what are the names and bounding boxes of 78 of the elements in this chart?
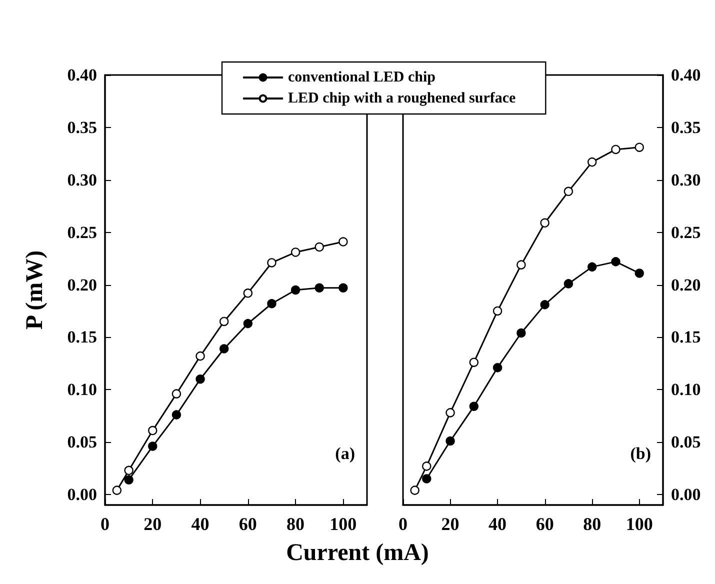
point xyxy=(634,268,644,278)
y-tick-label: 0.10 xyxy=(67,380,97,400)
legend-label: conventional LED chip xyxy=(288,70,436,86)
y-tick-label: 0.20 xyxy=(671,275,701,294)
x-tick-label: 60 xyxy=(536,514,554,534)
point xyxy=(220,344,229,354)
point xyxy=(290,285,300,295)
y-axis-title: P (mW) xyxy=(22,250,48,330)
point xyxy=(338,283,348,292)
point xyxy=(112,486,122,495)
y-tick-label: 0.30 xyxy=(67,170,97,190)
point xyxy=(267,299,276,308)
point xyxy=(290,248,300,257)
x-tick-label: 40 xyxy=(488,514,507,534)
point xyxy=(148,442,158,451)
point xyxy=(469,358,479,367)
y-tick-label: 0.15 xyxy=(671,328,701,347)
point xyxy=(243,318,253,328)
point xyxy=(446,436,455,446)
y-tick-label: 0.20 xyxy=(67,275,97,294)
point xyxy=(148,426,158,436)
y-tick-label: 0.35 xyxy=(67,118,97,137)
point xyxy=(314,242,324,252)
y-tick-label: 0.10 xyxy=(671,380,701,400)
y-tick-label: 0.35 xyxy=(671,118,701,137)
point xyxy=(124,475,134,484)
y-tick-label: 0.25 xyxy=(67,222,97,242)
point xyxy=(267,258,276,268)
point xyxy=(492,363,502,372)
point xyxy=(540,218,550,228)
x-tick-label: 80 xyxy=(286,514,305,534)
annotation: (b) xyxy=(630,444,652,463)
point xyxy=(172,410,182,420)
y-tick-label: 0.15 xyxy=(67,328,97,347)
legend-label: LED chip with a roughened surface xyxy=(288,90,516,106)
y-tick-label: 0.40 xyxy=(67,66,97,84)
point xyxy=(446,408,455,418)
point xyxy=(516,260,526,270)
x-tick-label: 80 xyxy=(583,514,602,534)
point xyxy=(243,288,253,298)
y-tick-label: 0.00 xyxy=(671,485,701,504)
y-tick-label: 0.25 xyxy=(671,222,701,242)
y-tick-label: 0.40 xyxy=(671,66,701,84)
x-tick-label: 100 xyxy=(626,514,653,534)
x-tick-label: 60 xyxy=(238,514,257,534)
x-tick-label: 0 xyxy=(398,514,408,534)
point xyxy=(422,462,432,471)
point xyxy=(516,328,526,338)
point xyxy=(588,157,597,167)
x-tick-label: 0 xyxy=(100,514,110,534)
x-tick-label: 20 xyxy=(144,514,162,534)
point xyxy=(410,486,420,495)
point xyxy=(492,306,502,316)
point xyxy=(196,374,205,384)
x-tick-label: 100 xyxy=(330,514,357,534)
point xyxy=(469,402,479,412)
x-tick-label: 20 xyxy=(441,514,460,534)
point xyxy=(338,237,348,246)
point xyxy=(124,466,134,475)
x-axis-title: Current (mA) xyxy=(285,540,430,567)
annotation: (a) xyxy=(335,444,356,463)
point xyxy=(540,300,550,310)
point xyxy=(172,389,182,398)
y-tick-label: 0.30 xyxy=(671,170,701,190)
point xyxy=(422,474,432,484)
point xyxy=(564,186,574,196)
point xyxy=(611,144,620,154)
point xyxy=(220,316,229,326)
point xyxy=(634,142,644,152)
point xyxy=(611,257,620,266)
point xyxy=(588,262,597,272)
y-tick-label: 0.05 xyxy=(671,432,701,452)
point xyxy=(564,279,574,288)
x-tick-label: 40 xyxy=(191,514,210,534)
y-tick-label: 0.00 xyxy=(67,485,97,504)
point xyxy=(314,283,324,292)
point xyxy=(196,351,205,361)
y-tick-label: 0.05 xyxy=(67,432,97,452)
